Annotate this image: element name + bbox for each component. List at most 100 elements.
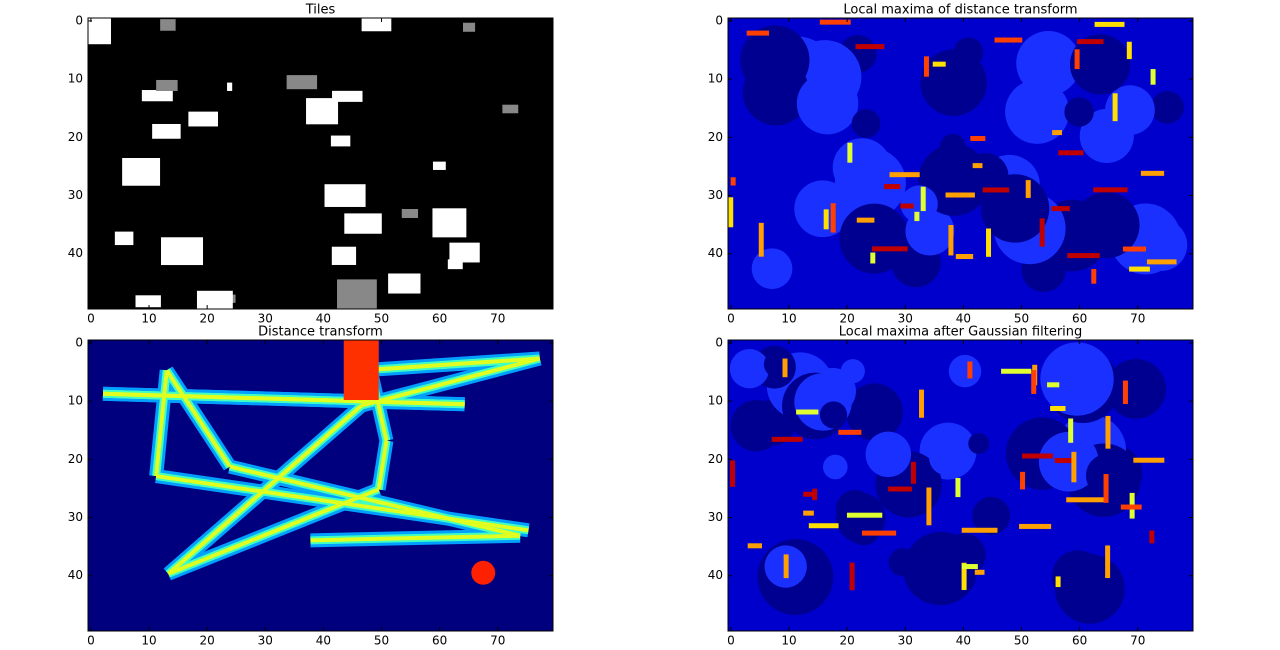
- image-texture: [914, 211, 920, 222]
- image-texture: [1094, 21, 1125, 27]
- image-texture: [982, 187, 1010, 193]
- image-texture: [361, 356, 541, 408]
- image-texture: [165, 369, 232, 468]
- image-texture: [330, 135, 351, 147]
- image-texture: [141, 90, 173, 102]
- image-texture: [847, 142, 853, 163]
- image-texture: [861, 530, 897, 536]
- image-texture: [502, 104, 519, 114]
- image-texture: [782, 358, 788, 378]
- image-texture: [1074, 49, 1080, 70]
- y-tick-label: 30: [708, 510, 723, 524]
- x-tick-label: 10: [141, 634, 156, 648]
- image-texture: [808, 523, 839, 529]
- x-tick-label: 70: [1130, 634, 1145, 648]
- image-texture: [972, 163, 983, 169]
- image-texture: [771, 436, 803, 442]
- subplot-title: Local maxima of distance transform: [843, 3, 1077, 18]
- image-texture: [932, 61, 946, 67]
- x-tick-label: 30: [898, 634, 913, 648]
- image-texture: [948, 354, 982, 388]
- image-texture: [160, 19, 176, 31]
- image-texture: [856, 217, 875, 223]
- x-tick-label: 20: [840, 634, 855, 648]
- image-texture: [432, 208, 467, 238]
- subplot: Local maxima after Gaussian filtering 0 10…: [708, 325, 1194, 648]
- x-tick-label: 60: [1072, 634, 1087, 648]
- image-texture: [286, 75, 318, 90]
- image-texture: [152, 123, 181, 139]
- image-texture: [1001, 368, 1032, 374]
- image-texture: [1068, 418, 1074, 443]
- image-texture: [1146, 259, 1177, 265]
- image-texture: [1058, 150, 1084, 156]
- x-tick-label: 20: [200, 312, 215, 326]
- image: [88, 18, 553, 309]
- image-texture: [926, 487, 932, 526]
- image-texture: [923, 56, 929, 77]
- subplot-title: Local maxima after Gaussian filtering: [839, 325, 1083, 340]
- image-texture: [324, 184, 366, 207]
- x-tick-label: 0: [87, 312, 95, 326]
- image-texture: [851, 109, 881, 138]
- x-tick-label: 70: [1130, 312, 1145, 326]
- image-texture: [376, 440, 389, 490]
- image-texture: [310, 533, 521, 543]
- image-texture: [747, 543, 763, 549]
- image-texture: [1020, 471, 1026, 490]
- image-texture: [903, 534, 973, 605]
- x-tick-label: 40: [316, 312, 331, 326]
- image-texture: [432, 161, 446, 170]
- image-texture: [1067, 253, 1100, 259]
- x-tick-label: 30: [898, 312, 913, 326]
- x-tick-label: 0: [727, 634, 735, 648]
- image-texture: [1122, 380, 1128, 405]
- x-tick-label: 40: [956, 312, 971, 326]
- image-texture: [447, 259, 463, 270]
- subplot: Tiles 0 10 20 30 40 50 60 70 0 10 20 30 40: [68, 3, 554, 326]
- image-texture: [849, 562, 855, 591]
- image-texture: [846, 510, 882, 546]
- image-texture: [730, 177, 736, 186]
- image-texture: [1054, 458, 1072, 464]
- subplot: Local maxima of distance transform 0 10 20 3…: [708, 3, 1194, 326]
- y-tick-label: 20: [68, 130, 83, 144]
- image-texture: [968, 433, 990, 455]
- image-texture: [1105, 85, 1155, 135]
- image-texture: [1149, 530, 1155, 544]
- image-texture: [88, 18, 112, 45]
- y-tick-label: 0: [75, 335, 83, 349]
- x-tick-label: 70: [490, 634, 505, 648]
- image-texture: [803, 491, 816, 497]
- image-texture: [1025, 180, 1031, 198]
- image-texture: [1050, 405, 1066, 411]
- image-texture: [910, 461, 916, 484]
- y-tick-label: 40: [708, 568, 723, 582]
- image-texture: [986, 228, 992, 257]
- image-texture: [855, 44, 885, 50]
- image-texture: [1005, 79, 1070, 144]
- image-texture: [1112, 93, 1118, 122]
- x-tick-label: 0: [87, 634, 95, 648]
- image-texture: [1039, 218, 1045, 247]
- x-tick-label: 20: [200, 634, 215, 648]
- x-tick-label: 50: [1014, 634, 1029, 648]
- image-texture: [1122, 246, 1147, 252]
- image-texture: [967, 361, 973, 379]
- image-texture: [188, 111, 219, 127]
- y-tick-label: 30: [68, 510, 83, 524]
- image-texture: [1051, 206, 1070, 212]
- image-texture: [1151, 90, 1184, 124]
- image: [728, 18, 1193, 309]
- x-tick-label: 70: [490, 312, 505, 326]
- subplot-title: Tiles: [305, 3, 336, 18]
- image-texture: [961, 562, 967, 590]
- image-texture: [838, 429, 862, 435]
- image: [88, 340, 553, 631]
- image-texture: [166, 404, 363, 576]
- image-texture: [953, 37, 984, 68]
- y-tick-label: 10: [68, 394, 83, 408]
- axes-frame: [87, 339, 554, 632]
